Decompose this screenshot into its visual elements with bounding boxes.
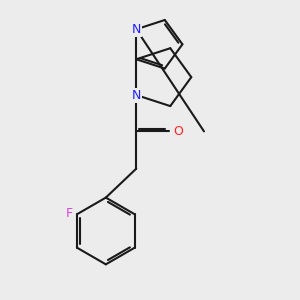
Text: N: N	[132, 23, 141, 36]
Text: F: F	[65, 207, 73, 220]
Text: N: N	[132, 88, 141, 101]
Text: O: O	[173, 125, 183, 138]
